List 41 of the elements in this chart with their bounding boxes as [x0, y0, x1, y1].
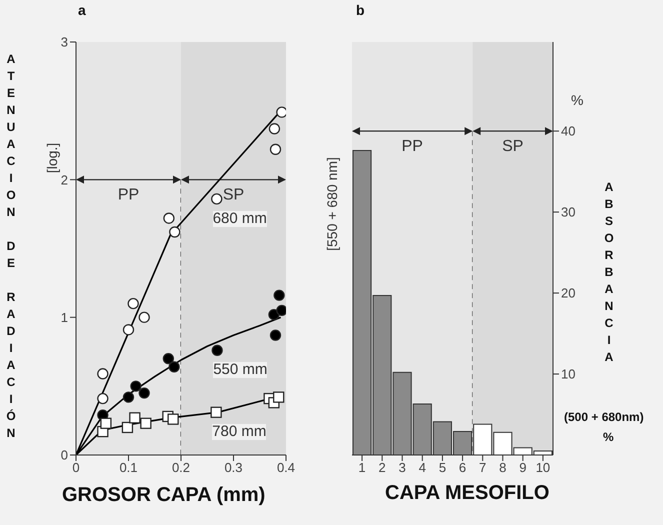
text: % [603, 430, 614, 444]
series-label: 680 mm [212, 210, 267, 227]
y-axis-title: ABSORBANCIA [602, 180, 616, 367]
y-tick-label: 2 [60, 172, 68, 188]
chart-title: a [78, 2, 86, 18]
band-label: PP [402, 138, 423, 156]
y-tick-label: 20 [561, 286, 576, 301]
x-tick-label: 0.4 [276, 460, 296, 476]
x-tick-label: 3 [398, 460, 406, 476]
y-tick-label: 30 [561, 204, 576, 220]
text: [log.] [44, 142, 60, 174]
x-tick-label: 0.2 [172, 460, 190, 476]
x-tick-label: 0.3 [224, 460, 243, 476]
y-tick-label: 0 [60, 448, 68, 463]
text: % [571, 92, 584, 108]
x-tick-label: 4 [418, 460, 426, 476]
y-axis-title: ATENUACION DE RADIACIÓN [4, 52, 18, 443]
y-tick-label: 40 [561, 124, 576, 139]
band-label: SP [502, 138, 524, 156]
band-label: PP [118, 186, 140, 204]
x-tick-label: 9 [519, 460, 526, 476]
x-tick-label: 10 [536, 460, 550, 476]
series-label: 780 mm [212, 423, 266, 440]
x-tick-label: 1 [358, 460, 366, 476]
x-tick-label: 0.1 [119, 460, 138, 476]
y-tick-label: 3 [60, 34, 68, 50]
x-tick-label: 5 [438, 460, 446, 476]
y-tick-label: 10 [561, 366, 576, 382]
text: [550 + 680 nm] [324, 157, 340, 251]
chart-title: b [356, 2, 365, 18]
x-axis-title: GROSOR CAPA (mm) [62, 484, 266, 507]
x-axis-title: CAPA MESOFILO [385, 482, 550, 505]
y-tick-label: 1 [60, 310, 68, 325]
x-tick-label: 0 [72, 460, 80, 476]
text: (500 + 680nm) [564, 410, 644, 424]
x-tick-label: 6 [458, 460, 466, 476]
x-tick-label: 8 [499, 460, 506, 476]
x-tick-label: 7 [479, 460, 486, 476]
series-label: 550 mm [213, 361, 268, 378]
band-label: SP [222, 186, 244, 204]
x-tick-label: 2 [378, 460, 386, 476]
